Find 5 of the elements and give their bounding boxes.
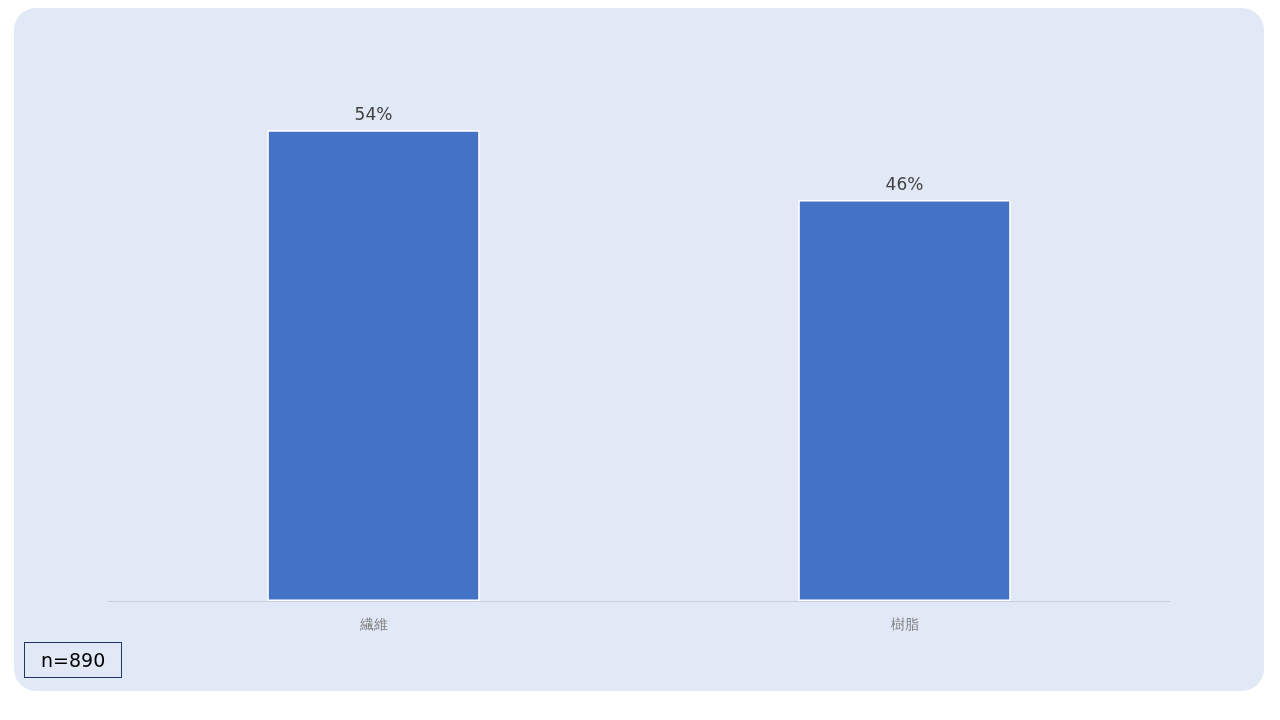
data-label: 46% — [885, 173, 924, 194]
text: n=890 — [24, 642, 123, 678]
x-tick-label: 繊維 — [358, 616, 388, 632]
x-tick-label: 樹脂 — [890, 616, 919, 632]
data-label: 54% — [354, 103, 393, 124]
